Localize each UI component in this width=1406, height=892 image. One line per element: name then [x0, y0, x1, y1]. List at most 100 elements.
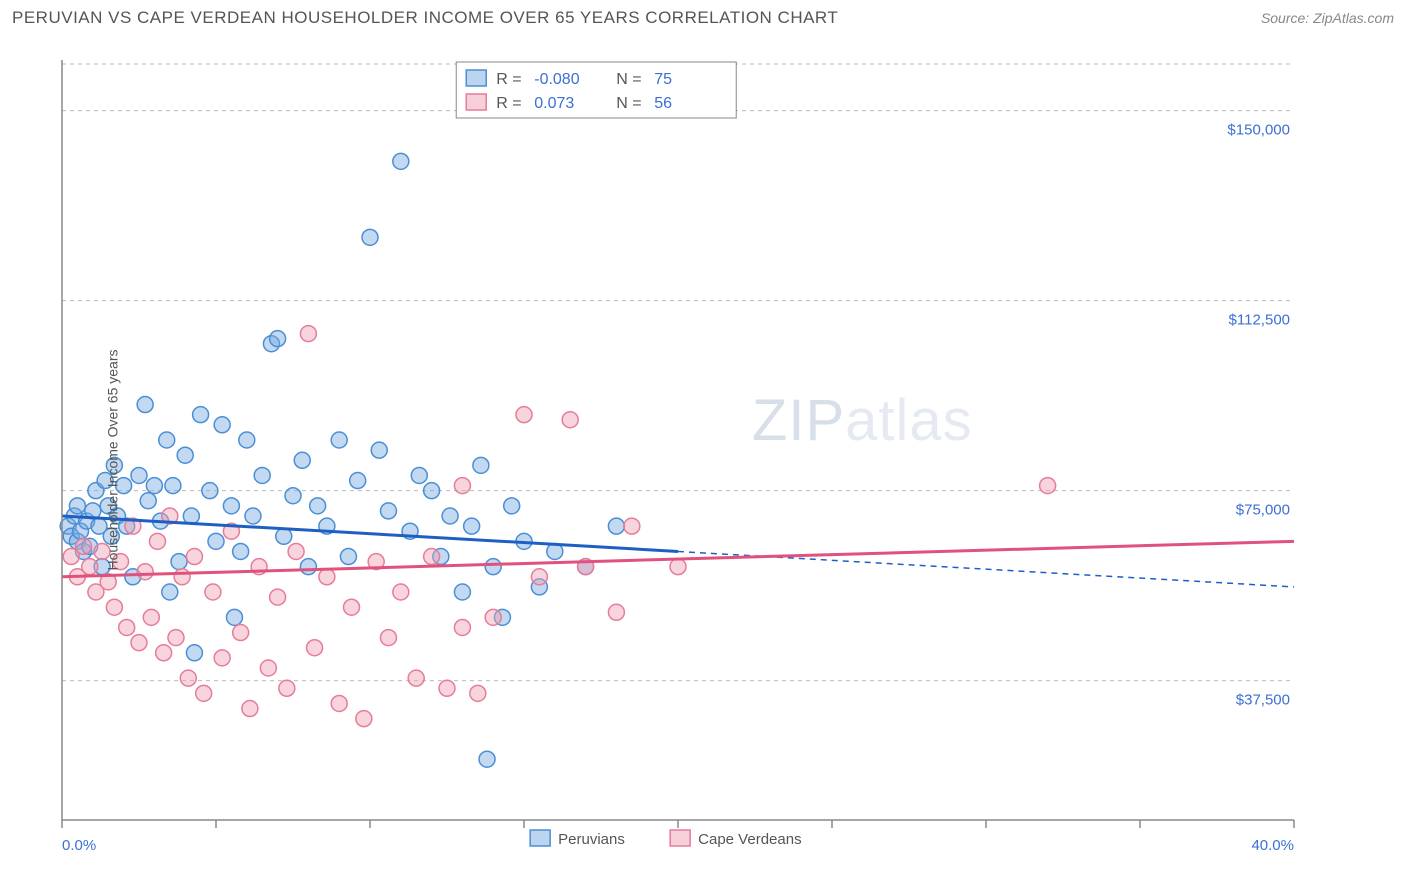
data-point — [140, 493, 156, 509]
data-point — [670, 559, 686, 575]
data-point — [279, 680, 295, 696]
x-tick-label: 40.0% — [1251, 837, 1294, 854]
data-point — [137, 564, 153, 580]
data-point — [260, 660, 276, 676]
data-point — [340, 549, 356, 565]
data-point — [380, 503, 396, 519]
y-tick-label: $37,500 — [1236, 692, 1290, 709]
y-tick-label: $75,000 — [1236, 502, 1290, 519]
legend-series-label: Peruvians — [558, 831, 625, 848]
data-point — [356, 711, 372, 727]
source-attribution: Source: ZipAtlas.com — [1261, 10, 1394, 26]
chart-title: PERUVIAN VS CAPE VERDEAN HOUSEHOLDER INC… — [12, 8, 838, 28]
data-point — [186, 645, 202, 661]
data-point — [393, 153, 409, 169]
legend-n-value: 75 — [654, 71, 672, 88]
data-point — [300, 559, 316, 575]
data-point — [310, 498, 326, 514]
data-point — [226, 609, 242, 625]
legend-series-label: Cape Verdeans — [698, 831, 801, 848]
legend-swatch — [670, 830, 690, 846]
data-point — [424, 549, 440, 565]
data-point — [242, 701, 258, 717]
data-point — [344, 599, 360, 615]
watermark: ZIPatlas — [752, 388, 973, 453]
data-point — [1040, 478, 1056, 494]
data-point — [288, 543, 304, 559]
data-point — [159, 432, 175, 448]
data-point — [454, 584, 470, 600]
data-point — [371, 442, 387, 458]
data-point — [131, 467, 147, 483]
data-point — [473, 457, 489, 473]
data-point — [454, 619, 470, 635]
y-tick-label: $112,500 — [1229, 312, 1290, 329]
data-point — [516, 407, 532, 423]
data-point — [294, 452, 310, 468]
data-point — [454, 478, 470, 494]
data-point — [562, 412, 578, 428]
data-point — [485, 559, 501, 575]
data-point — [196, 685, 212, 701]
data-point — [165, 478, 181, 494]
data-point — [485, 609, 501, 625]
data-point — [624, 518, 640, 534]
data-point — [393, 584, 409, 600]
data-point — [479, 751, 495, 767]
data-point — [233, 625, 249, 641]
data-point — [362, 229, 378, 245]
data-point — [276, 528, 292, 544]
legend-r-value: -0.080 — [534, 71, 579, 88]
data-point — [439, 680, 455, 696]
legend-n-label: N = — [616, 71, 641, 88]
data-point — [193, 407, 209, 423]
data-point — [82, 559, 98, 575]
data-point — [156, 645, 172, 661]
data-point — [205, 584, 221, 600]
legend-swatch — [530, 830, 550, 846]
data-point — [408, 670, 424, 686]
data-point — [223, 498, 239, 514]
legend-n-label: N = — [616, 95, 641, 112]
data-point — [254, 467, 270, 483]
data-point — [174, 569, 190, 585]
data-point — [69, 498, 85, 514]
data-point — [106, 599, 122, 615]
legend-r-value: 0.073 — [534, 95, 574, 112]
data-point — [162, 584, 178, 600]
data-point — [608, 518, 624, 534]
legend-swatch — [466, 94, 486, 110]
y-axis-label: Householder Income Over 65 years — [105, 350, 121, 571]
data-point — [424, 483, 440, 499]
data-point — [183, 508, 199, 524]
data-point — [208, 533, 224, 549]
data-point — [350, 473, 366, 489]
data-point — [307, 640, 323, 656]
legend-r-label: R = — [496, 71, 521, 88]
data-point — [470, 685, 486, 701]
data-point — [331, 432, 347, 448]
data-point — [119, 619, 135, 635]
y-tick-label: $150,000 — [1227, 122, 1290, 139]
data-point — [146, 478, 162, 494]
data-point — [131, 635, 147, 651]
data-point — [214, 650, 230, 666]
data-point — [531, 569, 547, 585]
data-point — [177, 447, 193, 463]
data-point — [270, 589, 286, 605]
data-point — [245, 508, 261, 524]
chart-container: Householder Income Over 65 years $37,500… — [12, 40, 1394, 880]
scatter-chart: $37,500 $75,000 $112,500 $150,000 ZIPatlas 0.… — [12, 40, 1394, 880]
data-point — [149, 533, 165, 549]
data-point — [285, 488, 301, 504]
data-point — [411, 467, 427, 483]
data-point — [171, 554, 187, 570]
data-point — [504, 498, 520, 514]
data-point — [319, 569, 335, 585]
data-point — [233, 543, 249, 559]
legend-n-value: 56 — [654, 95, 672, 112]
data-point — [300, 326, 316, 342]
data-point — [464, 518, 480, 534]
data-point — [180, 670, 196, 686]
data-point — [76, 538, 92, 554]
